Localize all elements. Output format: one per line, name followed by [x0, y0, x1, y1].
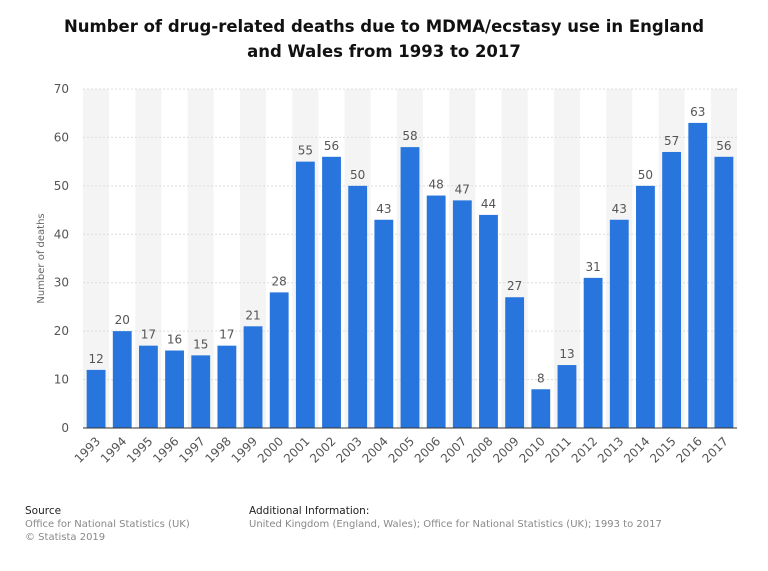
column-band: [527, 89, 554, 428]
x-tick-label: 2012: [569, 434, 600, 465]
data-label: 56: [716, 139, 731, 153]
data-label: 12: [88, 352, 103, 366]
data-label: 21: [245, 308, 260, 322]
x-tick-label: 2003: [333, 434, 364, 465]
bar: [557, 365, 577, 428]
y-axis-label: Number of deaths: [36, 213, 47, 303]
additional-info: Additional Information: United Kingdom (…: [249, 505, 662, 531]
data-label: 8: [537, 371, 545, 385]
y-tick-label: 30: [54, 276, 69, 290]
x-tick-label: 2010: [516, 434, 547, 465]
bar: [688, 122, 708, 429]
bar: [400, 147, 420, 428]
data-label: 43: [376, 202, 391, 216]
bar: [138, 345, 158, 428]
x-tick-label: 2006: [412, 434, 443, 465]
data-label: 55: [298, 144, 313, 158]
x-tick-label: 2001: [281, 434, 312, 465]
bar: [662, 151, 682, 428]
data-label: 44: [481, 197, 496, 211]
bar: [374, 219, 394, 428]
y-tick-label: 0: [61, 421, 69, 435]
bar: [165, 350, 184, 428]
data-label: 63: [690, 105, 705, 119]
data-label: 31: [585, 260, 600, 274]
x-tick-label: 2015: [647, 434, 678, 465]
data-label: 47: [455, 182, 470, 196]
bar: [609, 219, 629, 428]
bar: [86, 369, 106, 428]
bar: [583, 277, 603, 428]
source-line: Office for National Statistics (UK): [25, 519, 190, 530]
data-label: 28: [272, 274, 287, 288]
info-text: United Kingdom (England, Wales); Office …: [249, 519, 662, 530]
x-tick-label: 2017: [700, 434, 731, 465]
bar: [191, 355, 211, 428]
x-tick-label: 2005: [386, 434, 417, 465]
source-heading: Source: [25, 505, 62, 517]
bar: [714, 156, 734, 429]
data-label: 13: [559, 347, 574, 361]
source: Source Office for National Statistics (U…: [25, 505, 190, 544]
data-label: 27: [507, 279, 522, 293]
y-tick-label: 20: [54, 324, 69, 338]
x-tick-label: 1995: [124, 434, 155, 465]
data-label: 58: [402, 129, 417, 143]
data-label: 56: [324, 139, 339, 153]
x-tick-label: 2014: [621, 434, 652, 465]
data-label: 17: [141, 328, 156, 342]
y-tick-label: 60: [54, 130, 69, 144]
info-heading: Additional Information:: [249, 505, 370, 517]
x-tick-label: 1996: [150, 434, 181, 465]
x-tick-label: 1997: [176, 434, 207, 465]
bar: [217, 345, 237, 428]
bar: [452, 200, 472, 428]
x-tick-label: 1994: [98, 434, 129, 465]
x-tick-label: 2000: [255, 434, 286, 465]
bar: [243, 326, 263, 428]
x-tick-label: 2013: [595, 434, 626, 465]
bar: [269, 292, 289, 428]
bar: [531, 389, 551, 428]
data-label: 50: [638, 168, 653, 182]
chart-title: Number of drug-related deaths due to MDM…: [63, 17, 705, 61]
bar: [479, 214, 498, 428]
data-label: 17: [219, 328, 234, 342]
y-tick-label: 40: [54, 227, 69, 241]
data-label: 50: [350, 168, 365, 182]
x-tick-label: 1998: [203, 434, 234, 465]
bar: [636, 185, 655, 428]
x-tick-label: 2008: [464, 434, 495, 465]
bar: [348, 185, 368, 428]
bar: [426, 195, 446, 428]
data-label: 48: [429, 178, 444, 192]
data-label: 57: [664, 134, 679, 148]
data-label: 15: [193, 337, 208, 351]
y-tick-label: 70: [54, 82, 69, 96]
x-tick-label: 2007: [438, 434, 469, 465]
bar: [505, 297, 525, 428]
data-label: 20: [115, 313, 130, 327]
x-tick-label: 1993: [72, 434, 103, 465]
y-tick-label: 50: [54, 179, 69, 193]
bar: [295, 161, 315, 428]
x-tick-label: 2016: [673, 434, 704, 465]
bar: [112, 331, 132, 428]
bar: [322, 156, 341, 429]
data-label: 16: [167, 333, 182, 347]
data-label: 43: [612, 202, 627, 216]
x-tick-label: 2009: [490, 434, 521, 465]
source-line: © Statista 2019: [25, 532, 106, 543]
y-tick-label: 10: [54, 373, 69, 387]
x-tick-label: 2002: [307, 434, 338, 465]
x-tick-label: 2011: [543, 434, 574, 465]
x-tick-label: 1999: [229, 434, 260, 465]
x-tick-label: 2004: [359, 434, 390, 465]
